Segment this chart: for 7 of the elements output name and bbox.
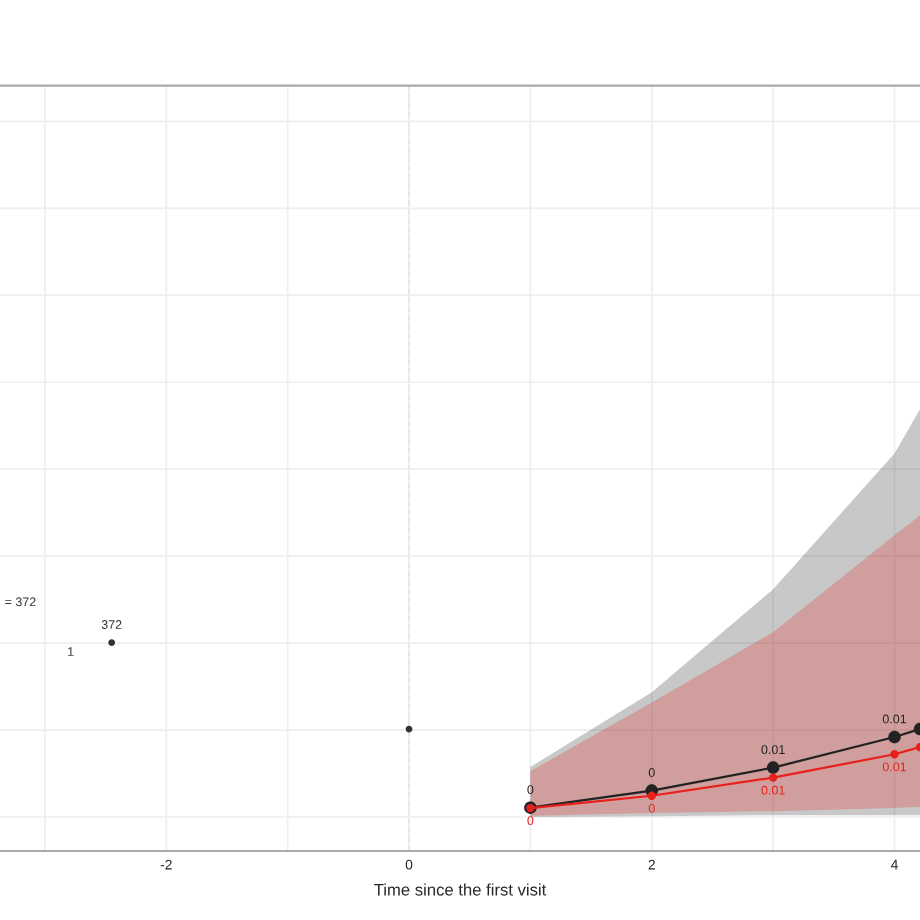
point	[768, 773, 778, 782]
point	[890, 750, 899, 759]
x-axis-title: Time since the first visit	[374, 883, 547, 896]
point	[647, 791, 656, 800]
point	[766, 761, 780, 774]
point	[888, 730, 901, 744]
point	[108, 639, 116, 646]
